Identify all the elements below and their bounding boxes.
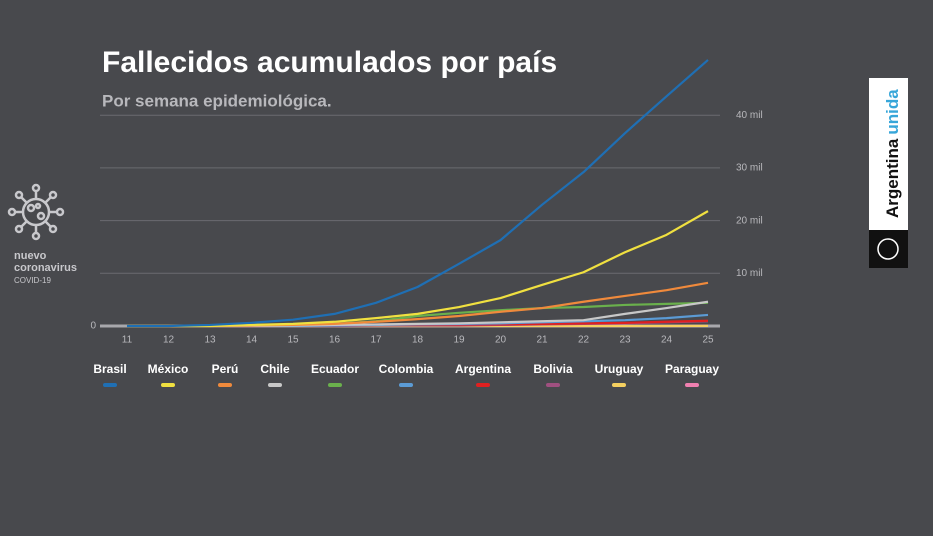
logo-emblem <box>869 230 908 268</box>
virus-icon <box>7 183 65 241</box>
logo-emblem-icon <box>877 238 899 260</box>
x-tick-label: 11 <box>122 335 133 346</box>
logo-box <box>869 78 908 230</box>
x-tick-label: 20 <box>495 335 507 346</box>
x-tick-label: 17 <box>370 335 382 346</box>
x-tick-label: 13 <box>204 335 216 346</box>
y-tick-label: 30 mil <box>736 163 763 174</box>
y-tick-label: 10 mil <box>736 268 763 279</box>
x-tick-label: 23 <box>619 335 631 346</box>
logo-word: unida <box>883 89 902 135</box>
y-tick-label: 20 mil <box>736 215 763 226</box>
brand-text: nuevo <box>14 250 47 262</box>
legend-label: México <box>148 362 189 376</box>
x-tick-label: 25 <box>702 335 714 346</box>
brand-text: coronavirus <box>14 262 77 274</box>
x-tick-label: 15 <box>287 335 299 346</box>
y-tick-label: 40 mil <box>736 110 763 121</box>
legend-label: Colombia <box>379 362 434 376</box>
x-tick-label: 22 <box>578 335 590 346</box>
x-tick-label: 16 <box>329 335 341 346</box>
x-tick-label: 12 <box>163 335 175 346</box>
legend-label: Bolivia <box>533 362 573 376</box>
chart-title: Fallecidos acumulados por país <box>102 46 557 79</box>
legend-label: Argentina <box>455 362 511 376</box>
series-line <box>127 210 709 328</box>
legend-label: Uruguay <box>595 362 644 376</box>
x-tick-label: 21 <box>536 335 548 346</box>
svg-text:Argentinaunida: Argentina unida <box>883 89 902 218</box>
x-tick-label: 14 <box>246 335 258 346</box>
chart-subtitle: Por semana epidemiológica. <box>102 91 332 110</box>
legend-label: Perú <box>212 362 239 376</box>
brand-text: COVID-19 <box>14 276 51 285</box>
series-line <box>127 59 709 328</box>
y-tick-label: 0 <box>90 321 96 332</box>
x-tick-label: 18 <box>412 335 424 346</box>
legend-label: Ecuador <box>311 362 359 376</box>
legend-label: Paraguay <box>665 362 719 376</box>
legend-label: Brasil <box>93 362 126 376</box>
legend-label: Chile <box>260 362 290 376</box>
logo-word: Argentina <box>883 138 902 218</box>
x-tick-label: 24 <box>661 335 673 346</box>
x-tick-label: 19 <box>453 335 465 346</box>
logo-text: Argentina unida <box>883 89 902 218</box>
